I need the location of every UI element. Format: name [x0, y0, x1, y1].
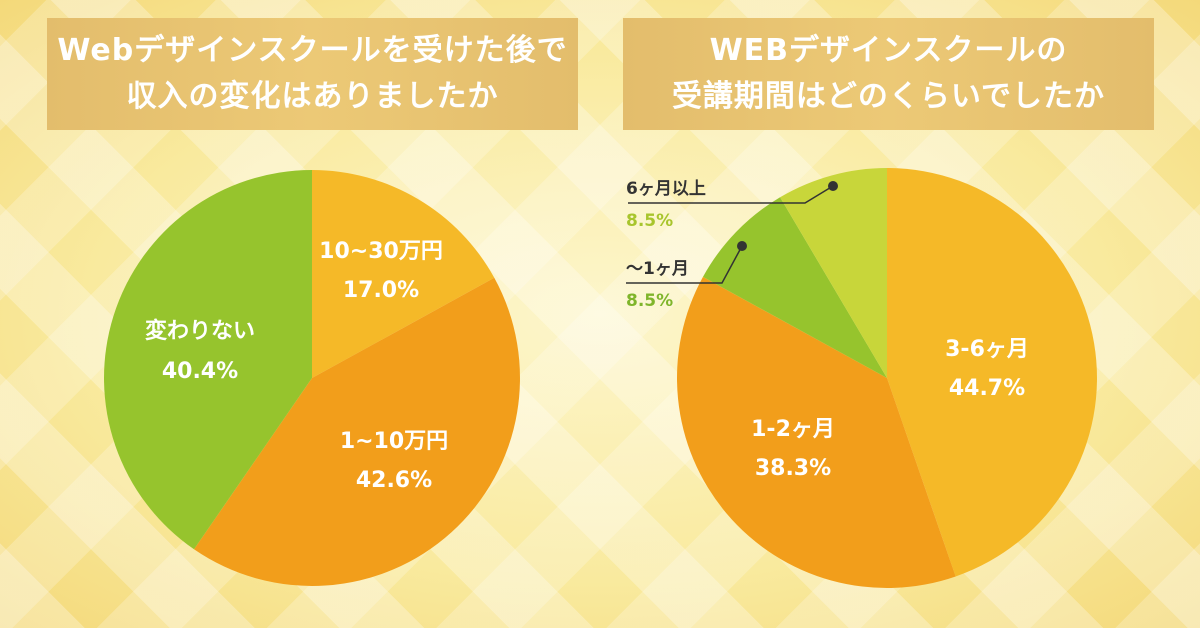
right-title-line-2: 受講期間はどのくらいでしたか: [671, 79, 1106, 114]
right-label-1-2-name: 1-2ヶ月: [751, 417, 835, 442]
leader-line-under1: [626, 245, 743, 284]
left-label-1-10-percent: 42.6%: [356, 468, 432, 493]
left-label-nochange-percent: 40.4%: [162, 359, 238, 384]
left-pie: [104, 170, 520, 586]
right-label-6plus-percent: 8.5%: [626, 211, 673, 231]
right-label-1-2-percent: 38.3%: [755, 456, 831, 481]
left-label-10-30-name: 10~30万円: [319, 239, 443, 264]
leader-dot-6plus: [828, 181, 838, 191]
right-pie: [677, 168, 1097, 588]
left-label-1-10-name: 1~10万円: [340, 429, 448, 454]
right-title-line-1: WEBデザインスクールの: [709, 33, 1068, 68]
right-pie-slice-2: [702, 197, 887, 378]
right-pie-slice-3: [780, 168, 887, 378]
left-pie-slice-1: [194, 277, 520, 586]
right-label-6plus-name: 6ヶ月以上: [626, 179, 706, 199]
leader-line-6plus: [628, 185, 834, 204]
left-title-line-2: 収入の変化はありましたか: [126, 79, 499, 114]
right-label-3-6-percent: 44.7%: [949, 376, 1025, 401]
left-chart-title: Webデザインスクールを受けた後で 収入の変化はありましたか: [47, 18, 578, 130]
right-pie-slice-1: [677, 276, 956, 588]
left-pie-slice-0: [312, 170, 495, 378]
right-label-under1-name: 〜1ヶ月: [626, 259, 689, 279]
left-pie-slice-2: [104, 170, 313, 550]
left-label-10-30-percent: 17.0%: [343, 278, 419, 303]
left-title-line-1: Webデザインスクールを受けた後で: [57, 33, 568, 68]
right-pie-slice-0: [887, 168, 1097, 577]
leader-dot-under1: [737, 241, 747, 251]
right-label-under1-percent: 8.5%: [626, 291, 673, 311]
right-chart-title: WEBデザインスクールの 受講期間はどのくらいでしたか: [623, 18, 1154, 130]
left-label-nochange-name: 変わりない: [145, 318, 255, 344]
right-label-3-6-name: 3-6ヶ月: [945, 337, 1029, 362]
